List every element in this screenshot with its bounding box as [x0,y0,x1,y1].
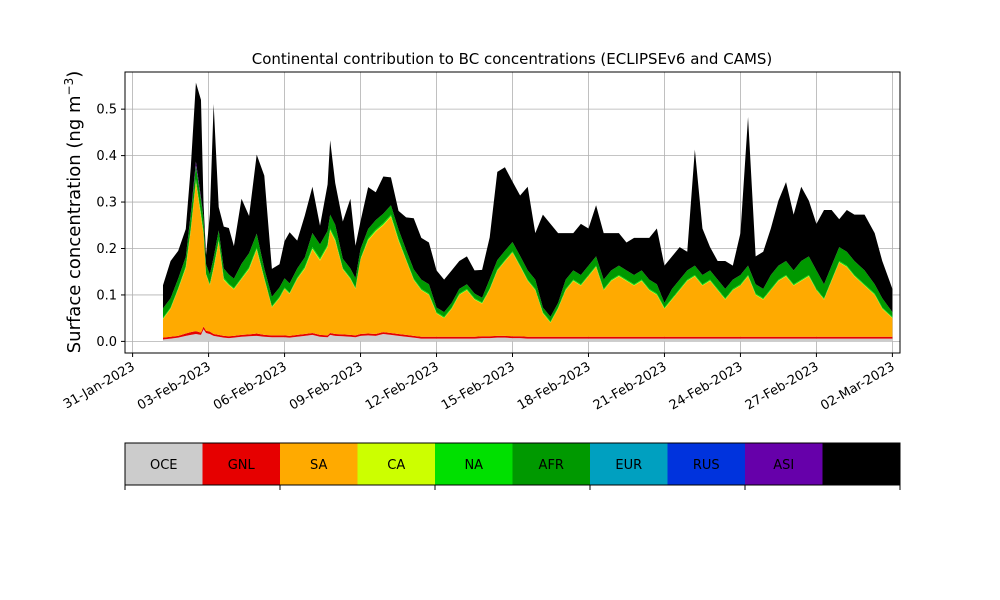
legend-swatch-asi [745,443,823,485]
area-gnl [162,326,893,340]
legend-label: NA [464,458,483,473]
x-tick-label: 03-Feb-2023 [135,359,214,413]
y-axis-label-exponent: −3 [62,78,76,96]
area-aus [162,82,893,317]
legend-swatch-oce [125,443,203,485]
legend-frame [124,442,901,486]
legend-label: RUS [693,458,720,473]
y-axis-label: Surface concentration (ng m−3) [62,71,85,354]
x-tick-label: 31-Jan-2023 [61,359,138,412]
area-oce [162,329,893,342]
area-series [162,82,893,342]
legend-swatch-aus [822,443,901,485]
area-sa [162,182,893,338]
y-tick-label: 0.4 [96,149,117,164]
y-axis-label-main: Surface concentration (ng m [64,95,85,353]
legend-label: AUS [848,458,875,473]
y-tick-label: 0.0 [96,335,117,350]
y-axis-label-close: ) [64,71,85,78]
x-tick-label: 18-Feb-2023 [515,359,594,413]
x-tick-label: 09-Feb-2023 [287,359,366,413]
x-tick-label: 15-Feb-2023 [439,359,518,413]
legend-swatch-eur [590,443,668,485]
x-tick-label: 02-Mar-2023 [818,359,897,413]
chart-title: Continental contribution to BC concentra… [252,50,773,68]
y-tick-label: 0.5 [96,103,117,118]
legend-label: EUR [615,458,642,473]
legend-label: ASI [773,458,794,473]
legend-swatch-ca [357,443,436,485]
x-tick-label: 27-Feb-2023 [743,359,822,413]
x-tick-label: 06-Feb-2023 [211,359,290,413]
legend-swatch-sa [280,443,358,485]
legend-swatch-afr [512,443,591,485]
legend-label: SA [310,458,327,473]
x-tick-label: 24-Feb-2023 [667,359,746,413]
legend-label: CA [387,458,405,473]
y-tick-label: 0.2 [96,242,117,257]
x-axis: 31-Jan-202303-Feb-202306-Feb-202309-Feb-… [61,353,897,414]
legend: OCE GNL SA CA NA AFR EUR RUS ASI AUS [124,442,901,490]
legend-label: AFR [539,458,564,473]
legend-label: GNL [228,458,256,473]
legend-swatch-na [435,443,513,485]
x-tick-label: 12-Feb-2023 [363,359,442,413]
y-tick-label: 0.1 [96,288,117,303]
y-tick-label: 0.3 [96,196,117,211]
y-axis: 0.0 0.1 0.2 0.3 0.4 0.5 [96,103,125,350]
legend-swatch-gnl [202,443,281,485]
legend-label: OCE [150,458,178,473]
x-tick-label: 21-Feb-2023 [591,359,670,413]
legend-swatch-rus [667,443,746,485]
